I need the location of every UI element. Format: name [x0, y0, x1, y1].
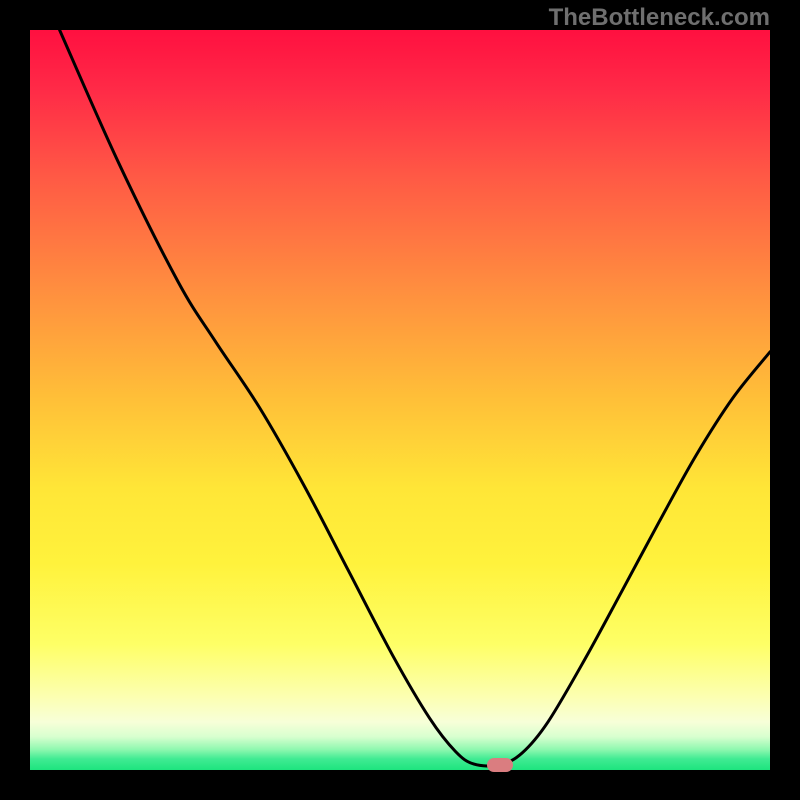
optimum-marker: [487, 758, 513, 772]
plot-area: [30, 30, 770, 770]
watermark-text: TheBottleneck.com: [549, 4, 770, 32]
chart-container: TheBottleneck.com: [0, 0, 800, 800]
bottleneck-curve: [30, 30, 770, 770]
